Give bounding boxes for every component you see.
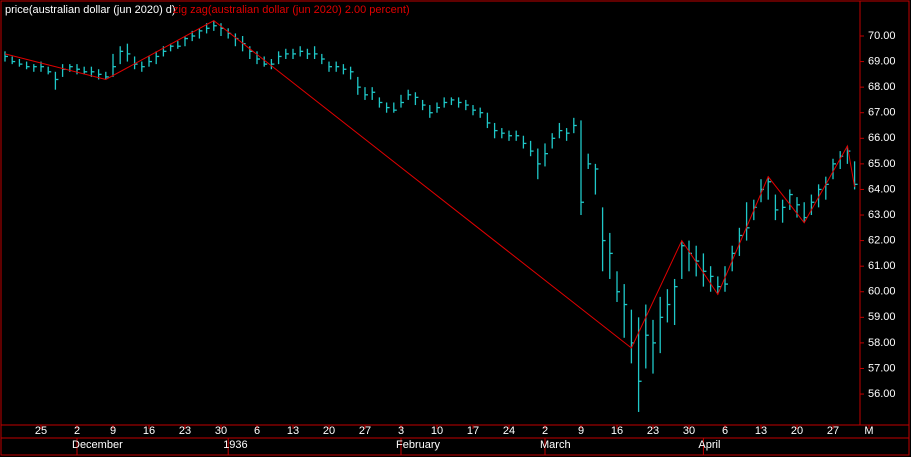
x-tick-label: 6 [254,425,260,437]
x-tick-label: 27 [359,425,371,437]
y-tick-label: 59.00 [868,311,896,323]
x-tick-label: 2 [74,425,80,437]
x-tick-label: 20 [323,425,335,437]
y-tick-label: 69.00 [868,55,896,67]
y-tick-label: 60.00 [868,286,896,298]
x-tick-label: 27 [827,425,839,437]
y-tick-label: 68.00 [868,81,896,93]
x-tick-label: 23 [179,425,191,437]
x-tick-label: 9 [110,425,116,437]
y-tick-label: 58.00 [868,337,896,349]
x-tick-label: 30 [683,425,695,437]
x-tick-label: 16 [611,425,623,437]
zigzag-line [4,20,856,349]
y-tick-label: 57.00 [868,362,896,374]
x-tick-label: 25 [35,425,47,437]
x-tick-label: M [864,425,873,437]
x-tick-label: 24 [503,425,515,437]
x-tick-label: 10 [431,425,443,437]
y-tick-label: 56.00 [868,388,896,400]
y-tick-label: 65.00 [868,158,896,170]
month-label: April [698,439,720,451]
y-tick-label: 62.00 [868,235,896,247]
x-tick-label: 23 [647,425,659,437]
x-tick-label: 2 [542,425,548,437]
y-tick-label: 61.00 [868,260,896,272]
x-tick-label: 17 [467,425,479,437]
y-tick-label: 66.00 [868,132,896,144]
x-tick-label: 30 [215,425,227,437]
x-tick-label: 3 [398,425,404,437]
y-tick-label: 70.00 [868,30,896,42]
month-label: March [540,439,571,451]
y-tick-label: 63.00 [868,209,896,221]
x-tick-label: 6 [722,425,728,437]
month-label: December [72,439,123,451]
x-tick-label: 20 [791,425,803,437]
month-label: 1936 [223,439,247,451]
x-tick-label: 13 [755,425,767,437]
x-tick-label: 13 [287,425,299,437]
x-tick-label: 16 [143,425,155,437]
x-tick-label: 9 [578,425,584,437]
y-tick-label: 64.00 [868,183,896,195]
legend-zigzag: zig zag(australian dollar (jun 2020) 2.0… [173,4,410,16]
legend-price: price(australian dollar (jun 2020) d) [5,4,176,16]
month-label: February [396,439,441,451]
y-tick-label: 67.00 [868,107,896,119]
